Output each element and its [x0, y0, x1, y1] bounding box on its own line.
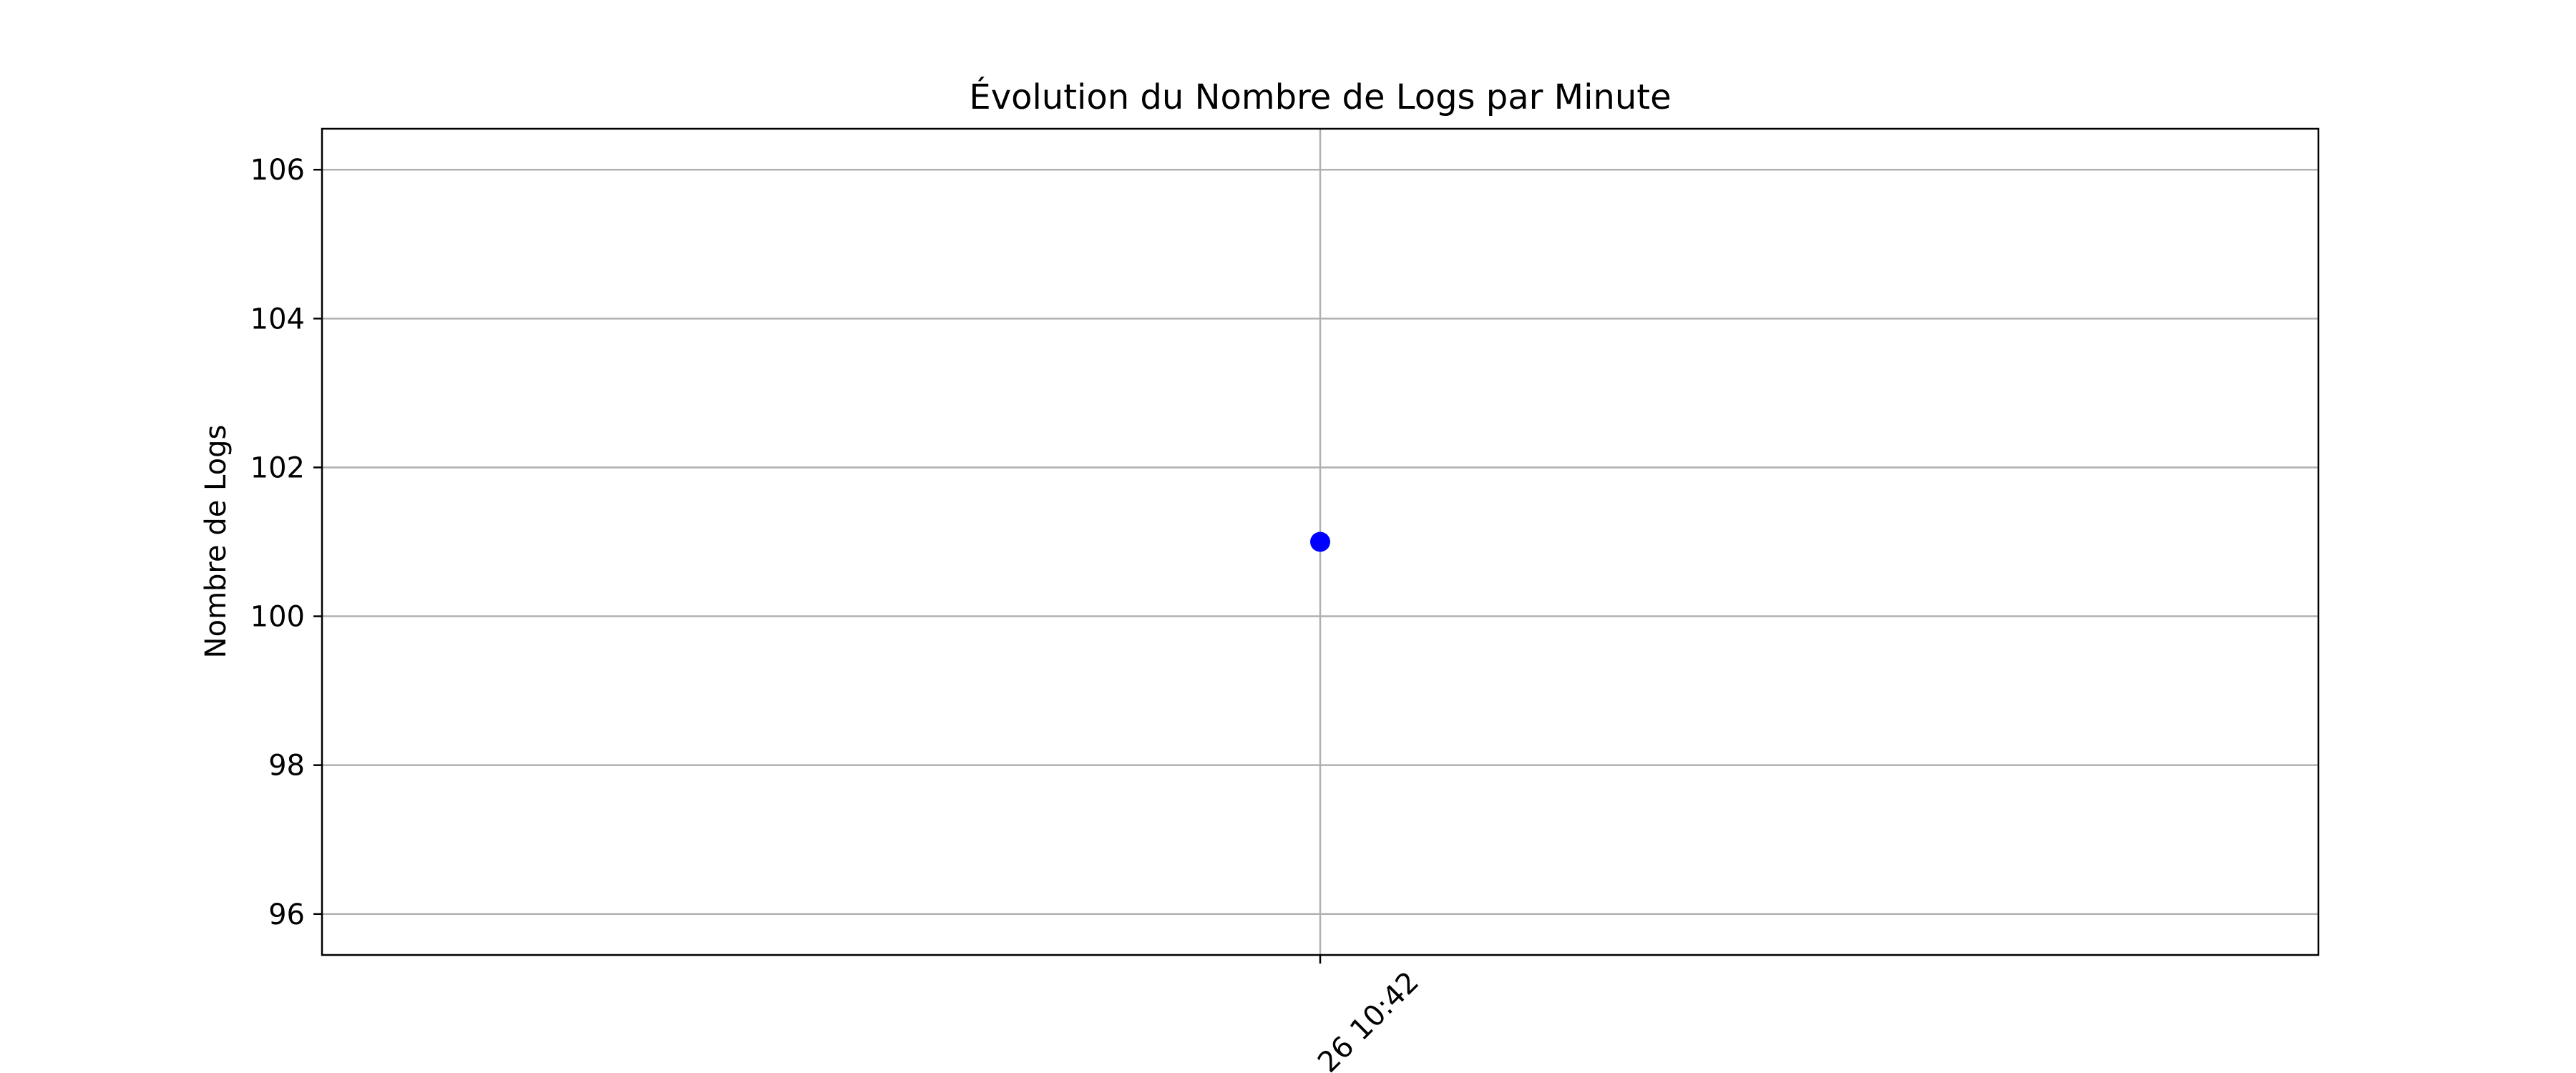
y-tick-label: 100 — [250, 601, 305, 634]
y-tick-label: 104 — [250, 303, 305, 335]
y-tick-label: 98 — [268, 750, 305, 783]
grid-lines — [322, 129, 2318, 955]
y-axis-ticks: 96 98 100 102 104 106 — [250, 154, 322, 931]
data-point — [1310, 531, 1330, 552]
y-tick-label: 96 — [268, 898, 305, 931]
chart-title: Évolution du Nombre de Logs par Minute — [969, 77, 1671, 117]
y-axis-label: Nombre de Logs — [200, 425, 233, 659]
y-tick-label: 106 — [250, 154, 305, 187]
y-tick-label: 102 — [250, 451, 305, 484]
data-points — [1310, 531, 1330, 552]
